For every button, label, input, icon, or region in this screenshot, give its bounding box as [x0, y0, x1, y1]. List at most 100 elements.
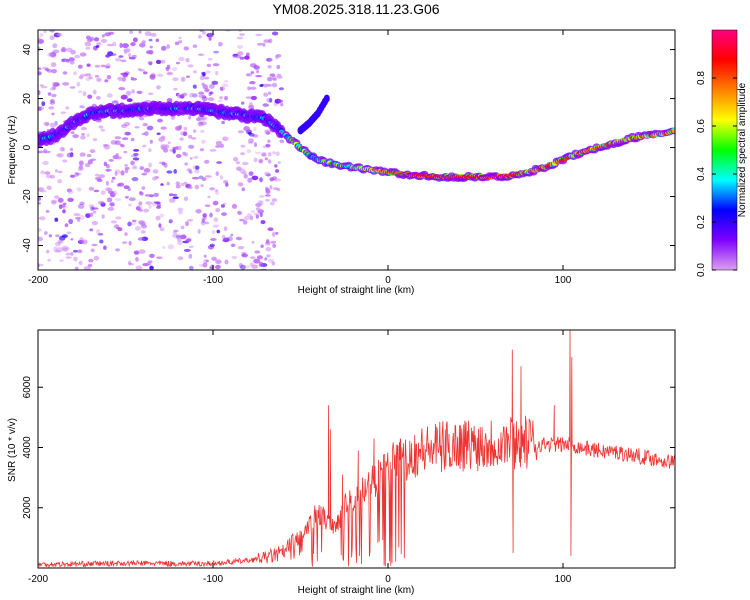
- noise-point: [248, 171, 254, 176]
- noise-point: [88, 36, 92, 42]
- noise-point: [263, 39, 271, 43]
- noise-point: [134, 126, 140, 129]
- noise-point: [270, 240, 277, 244]
- noise-point: [197, 229, 201, 234]
- noise-point: [92, 210, 97, 214]
- colorbar-tick-label: 0.8: [696, 71, 707, 85]
- noise-point: [214, 189, 219, 193]
- noise-point: [129, 30, 134, 34]
- noise-point: [87, 263, 93, 268]
- noise-point: [277, 161, 281, 164]
- noise-point: [199, 76, 205, 81]
- noise-point: [159, 227, 165, 232]
- noise-point: [264, 129, 272, 134]
- noise-point: [124, 195, 129, 199]
- noise-point: [128, 263, 134, 266]
- noise-point: [128, 203, 132, 207]
- noise-point: [78, 260, 83, 266]
- noise-point: [92, 89, 97, 95]
- noise-point: [204, 159, 210, 164]
- noise-point: [253, 126, 257, 132]
- snr-ytick-label: 6000: [22, 376, 33, 399]
- noise-point: [261, 152, 267, 157]
- noise-point: [114, 170, 118, 176]
- noise-point: [50, 62, 57, 67]
- noise-point: [200, 129, 205, 133]
- noise-point: [218, 99, 223, 103]
- spectrogram-ytick-label: -20: [22, 189, 33, 204]
- noise-point: [236, 45, 244, 49]
- noise-point: [74, 172, 80, 177]
- noise-point: [235, 236, 243, 241]
- spectrogram-ytick-label: 20: [22, 93, 33, 105]
- noise-point: [78, 90, 83, 94]
- noise-point: [124, 164, 128, 167]
- snr-panel: -200 -100 0 100 2000 4000 6000 Height of strai…: [7, 329, 676, 596]
- noise-point: [209, 187, 215, 191]
- snr-xlabel: Height of straight line (km): [298, 585, 415, 596]
- noise-point: [265, 247, 272, 252]
- noise-point: [247, 73, 253, 77]
- spectrogram-xtick-label: 0: [385, 275, 391, 286]
- noise-point: [201, 94, 206, 98]
- noise-point: [66, 231, 72, 235]
- noise-point: [145, 201, 153, 205]
- noise-point: [195, 165, 200, 170]
- noise-point: [274, 178, 281, 182]
- noise-point: [274, 164, 278, 168]
- noise-point: [215, 208, 221, 213]
- noise-point: [40, 170, 45, 175]
- noise-point: [68, 218, 74, 225]
- noise-point: [65, 256, 72, 259]
- noise-point: [269, 97, 273, 103]
- noise-point: [204, 175, 212, 178]
- noise-point: [223, 180, 229, 184]
- noise-point: [193, 129, 197, 133]
- noise-point: [263, 92, 269, 97]
- noise-point: [89, 149, 96, 154]
- noise-point: [160, 144, 167, 149]
- noise-point: [127, 221, 132, 227]
- spectrogram-ytick-label: 40: [22, 44, 33, 56]
- noise-point: [64, 223, 69, 228]
- noise-point: [130, 221, 137, 226]
- noise-point: [66, 188, 72, 193]
- snr-xtick-label: -100: [203, 574, 223, 585]
- noise-point: [175, 181, 181, 186]
- noise-point: [146, 125, 154, 131]
- noise-point: [192, 93, 198, 98]
- noise-point: [142, 123, 148, 127]
- noise-point: [267, 227, 274, 231]
- noise-point: [221, 120, 225, 125]
- noise-point: [172, 230, 178, 234]
- noise-point: [51, 93, 57, 98]
- noise-point: [215, 71, 219, 76]
- noise-point: [249, 81, 256, 85]
- noise-point: [118, 55, 124, 58]
- noise-point: [256, 255, 263, 260]
- noise-point: [264, 186, 269, 191]
- noise-point: [216, 161, 223, 164]
- noise-point: [203, 254, 207, 258]
- noise-point: [267, 152, 272, 157]
- noise-point: [253, 258, 261, 264]
- noise-point: [202, 213, 207, 218]
- noise-point: [44, 122, 50, 127]
- noise-point: [243, 173, 248, 179]
- noise-point: [131, 166, 138, 170]
- noise-point: [42, 160, 49, 166]
- noise-point: [267, 65, 272, 69]
- noise-point: [103, 245, 107, 250]
- noise-point: [236, 51, 244, 56]
- noise-point: [43, 30, 47, 34]
- chart-title: YM08.2025.318.11.23.G06: [272, 1, 439, 17]
- noise-point: [113, 100, 119, 103]
- noise-point: [84, 41, 92, 47]
- noise-point: [181, 92, 188, 96]
- noise-point: [95, 96, 101, 100]
- noise-point: [202, 84, 208, 90]
- noise-point: [176, 237, 182, 243]
- noise-point: [183, 46, 190, 51]
- noise-point: [220, 86, 224, 91]
- noise-point: [151, 176, 157, 181]
